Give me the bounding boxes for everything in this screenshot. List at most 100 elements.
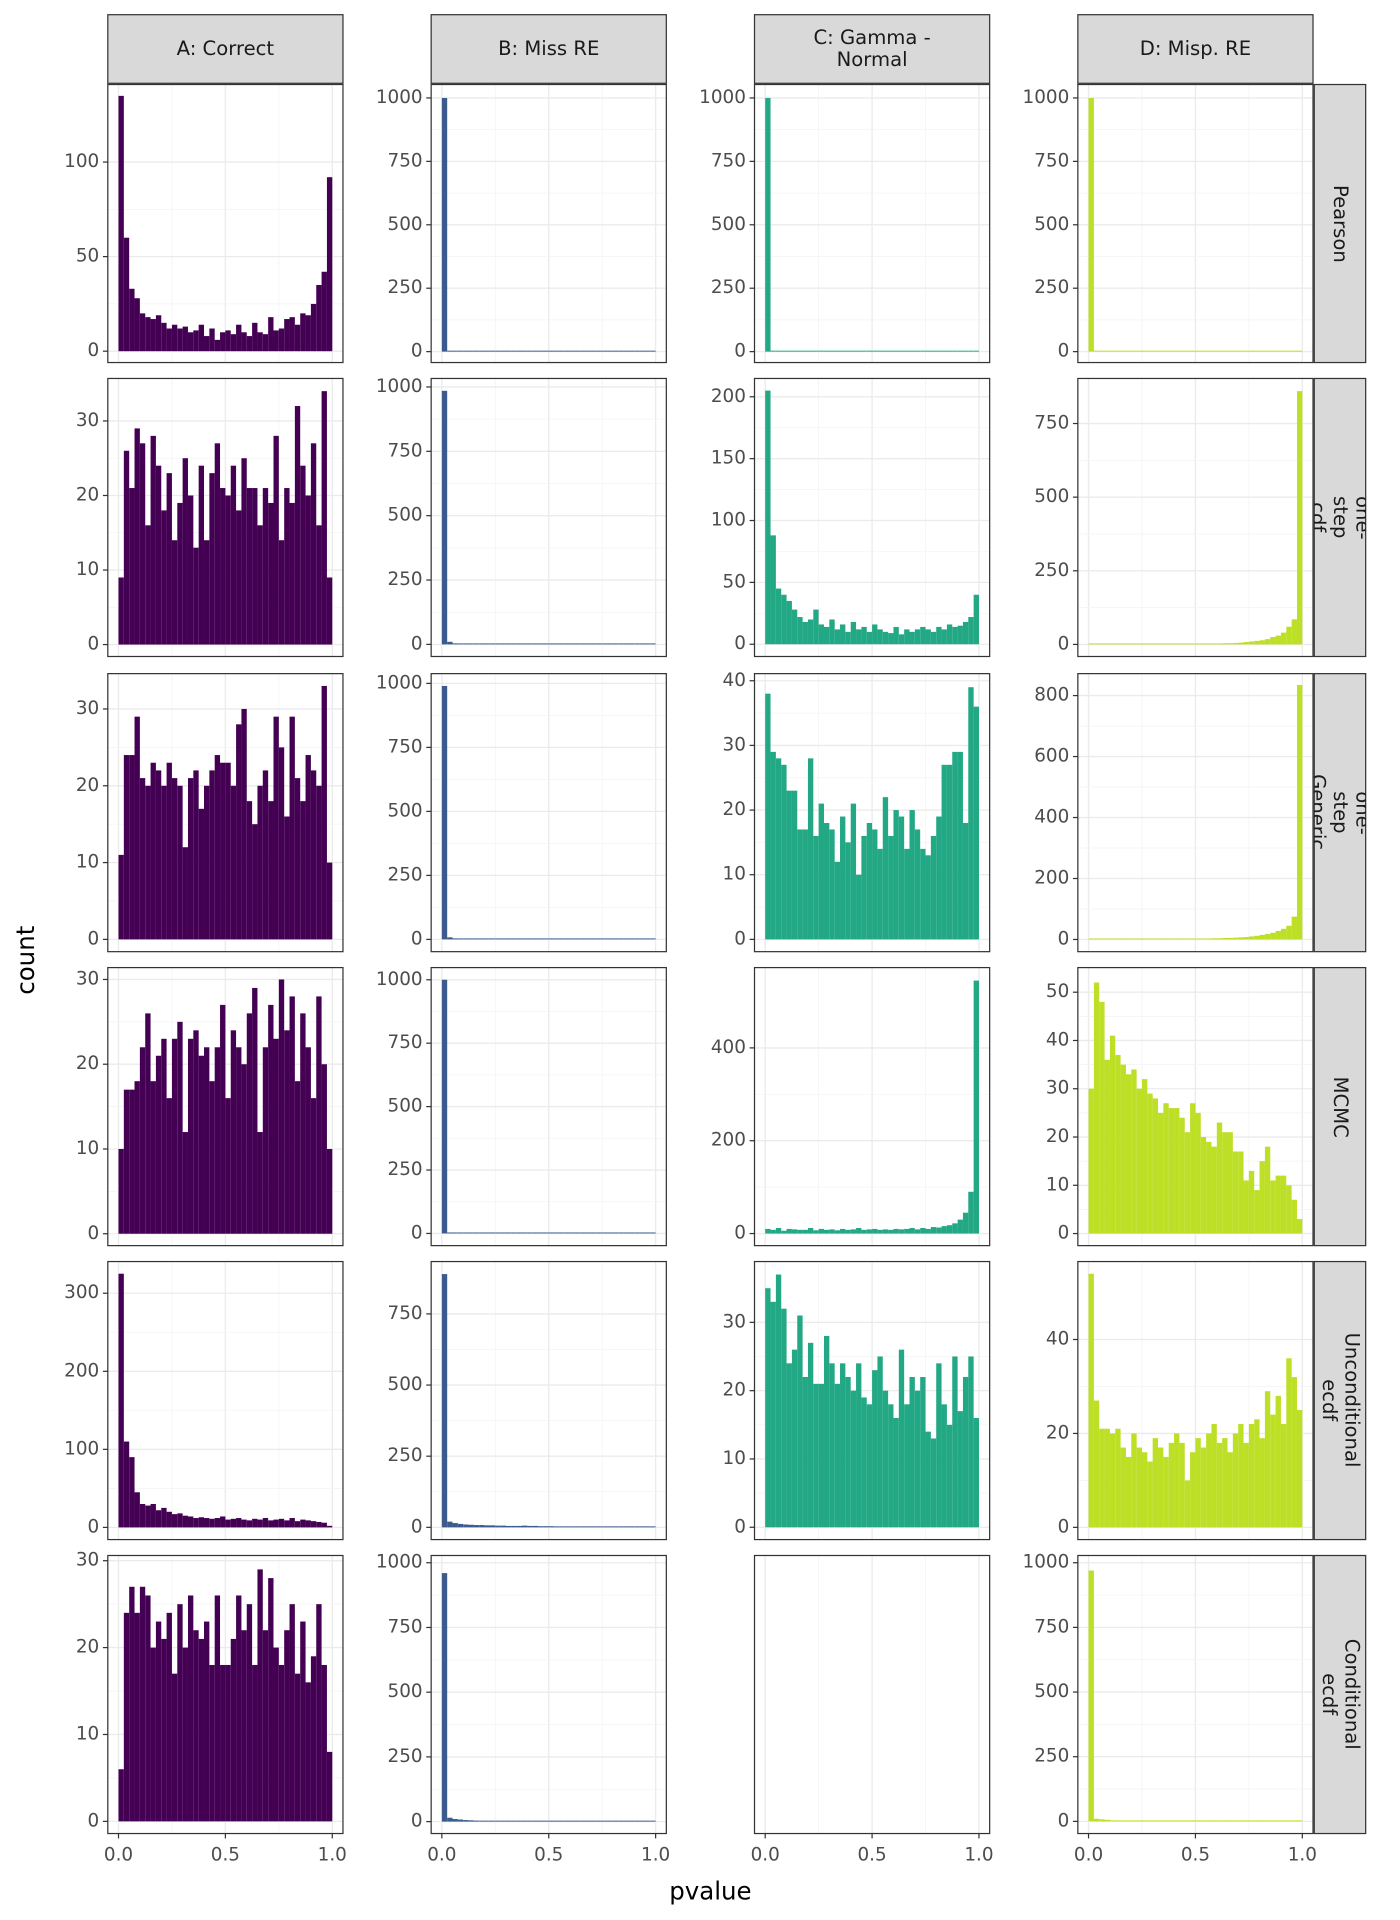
histogram-bar xyxy=(139,1503,146,1528)
row-strip-label: one-step cdf xyxy=(1314,495,1366,540)
histogram-bar xyxy=(952,350,958,352)
histogram-bar xyxy=(326,1148,333,1234)
histogram-bar xyxy=(278,540,285,645)
histogram-bar xyxy=(770,1301,776,1528)
histogram-bar xyxy=(1275,1820,1281,1822)
histogram-bar xyxy=(473,643,480,645)
histogram-bar xyxy=(129,755,135,940)
histogram-bar xyxy=(765,390,771,645)
histogram-bar xyxy=(872,829,878,940)
histogram-bar xyxy=(532,938,539,940)
y-tick-label: 0 xyxy=(1058,1516,1070,1537)
histogram-bar xyxy=(623,1232,629,1234)
histogram-bar xyxy=(289,1518,295,1528)
histogram-bar xyxy=(797,1315,803,1528)
histogram-bar xyxy=(1093,643,1100,645)
histogram-bar xyxy=(1147,938,1153,940)
y-tick-label: 600 xyxy=(1034,746,1069,767)
row-strip-box xyxy=(1313,377,1367,658)
column-strip-wrap: C: Gamma - Normal xyxy=(755,15,990,84)
histogram-bar xyxy=(134,1492,140,1528)
panel-border xyxy=(753,966,991,1247)
histogram-bar xyxy=(543,350,549,352)
histogram-bar xyxy=(479,1525,485,1528)
histogram-bar xyxy=(1216,1820,1223,1822)
histogram-bar xyxy=(484,1232,490,1234)
histogram-bar xyxy=(161,785,167,940)
histogram-bar xyxy=(952,1223,958,1234)
histogram-bar xyxy=(644,1232,651,1234)
histogram-bar xyxy=(177,785,183,940)
histogram-bar xyxy=(284,1520,290,1528)
histogram-bar xyxy=(300,1621,306,1822)
panel-border xyxy=(753,83,991,364)
histogram-bar xyxy=(973,1417,979,1528)
histogram-bar xyxy=(1216,1122,1223,1234)
y-tick-label: 250 xyxy=(711,277,746,298)
row-strip-label: one-step Generic xyxy=(1314,774,1366,851)
histogram-bar xyxy=(1243,642,1249,645)
histogram-bar xyxy=(872,350,878,352)
histogram-bar xyxy=(236,324,242,352)
histogram-bar xyxy=(904,1228,910,1234)
histogram-bar xyxy=(479,938,485,940)
histogram-bar xyxy=(802,1376,808,1528)
x-tick-label: 1.0 xyxy=(964,1845,993,1866)
y-tick-label: 1000 xyxy=(376,1552,423,1573)
histogram-bar xyxy=(452,350,458,352)
histogram-bar xyxy=(548,1820,555,1822)
histogram-bar xyxy=(316,1604,322,1822)
y-tick-label: 0 xyxy=(88,634,100,655)
y-tick-label: 0 xyxy=(411,633,423,654)
histogram-bar xyxy=(300,1013,306,1234)
histogram-bar xyxy=(1168,350,1175,352)
histogram-bar xyxy=(650,1232,656,1234)
histogram-bar xyxy=(1206,1433,1212,1528)
histogram-bar xyxy=(198,1055,205,1234)
histogram-bar xyxy=(1296,391,1303,645)
histogram-bar xyxy=(300,1519,306,1528)
histogram-bar xyxy=(1243,350,1249,352)
histogram-bar xyxy=(1152,938,1159,940)
histogram-bar xyxy=(489,1232,496,1234)
histogram-bar xyxy=(182,1647,188,1822)
histogram-bar xyxy=(925,1228,931,1234)
histogram-bar xyxy=(829,1363,835,1528)
histogram-bar xyxy=(1163,350,1169,352)
histogram-bar xyxy=(1238,350,1244,352)
histogram-bar xyxy=(145,1595,151,1822)
histogram-bar xyxy=(650,938,656,940)
histogram-bar xyxy=(1179,1442,1185,1528)
histogram-bar xyxy=(182,1515,188,1528)
y-tick-label: 0 xyxy=(88,928,100,949)
histogram-bar xyxy=(532,643,539,645)
row-strip-wrap: one-step Generic xyxy=(1314,674,1365,952)
histogram-bar xyxy=(193,1630,199,1822)
histogram-bar xyxy=(289,716,295,940)
histogram-bar xyxy=(262,334,269,352)
histogram-bar xyxy=(1158,643,1164,645)
histogram-bar xyxy=(1190,938,1196,940)
histogram-bar xyxy=(268,801,274,940)
histogram-bar xyxy=(1291,1820,1297,1822)
histogram-bar xyxy=(1120,1820,1126,1822)
histogram-bar xyxy=(850,1390,857,1528)
histogram-bar xyxy=(139,1047,146,1234)
histogram-bar xyxy=(230,1638,237,1822)
panel-border xyxy=(430,1260,667,1541)
histogram-bar xyxy=(468,350,474,352)
histogram-bar xyxy=(1248,1170,1255,1234)
histogram-bar xyxy=(628,350,635,352)
histogram-bar xyxy=(834,629,841,645)
histogram-bar xyxy=(1211,938,1217,940)
column-strip-box xyxy=(107,14,344,84)
histogram-bar xyxy=(187,495,194,645)
histogram-bar xyxy=(495,938,501,940)
histogram-bar xyxy=(452,1819,458,1822)
histogram-bar xyxy=(1152,350,1159,352)
histogram-bar xyxy=(1099,350,1105,352)
histogram-bar xyxy=(257,525,263,645)
histogram-bar xyxy=(1296,350,1303,352)
histogram-bar xyxy=(639,1820,645,1822)
